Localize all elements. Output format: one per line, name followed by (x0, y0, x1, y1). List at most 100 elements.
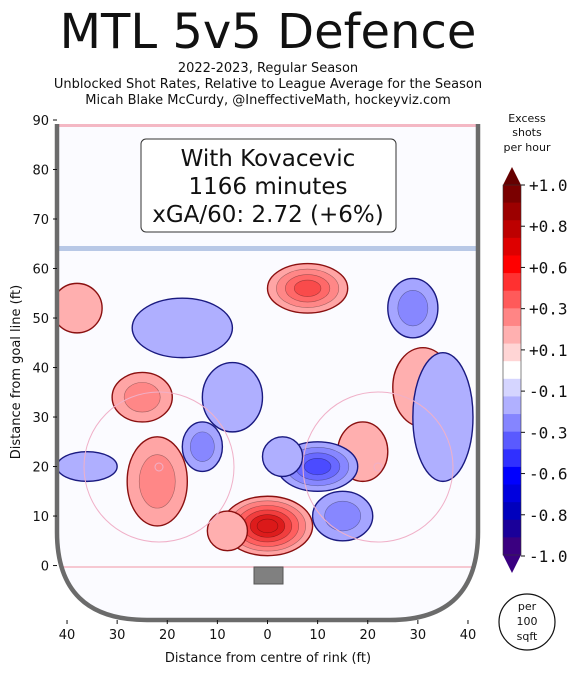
heat-region (412, 351, 474, 483)
colorbar-band (503, 537, 521, 556)
colorbar-tick-label: +0.3 (529, 300, 568, 319)
colorbar-band (503, 502, 521, 521)
colorbar-band (503, 308, 521, 327)
colorbar-band (503, 361, 521, 380)
colorbar-band (503, 202, 521, 221)
heat-contour (397, 289, 429, 327)
faceoff-dot-right (373, 462, 383, 472)
colorbar-tick-label: +0.6 (529, 258, 568, 277)
colorbar-tick-label: +0.1 (529, 341, 568, 360)
unit-badge-line-3: sqft (517, 630, 538, 643)
colorbar-band (503, 414, 521, 433)
x-tick-label: 10 (309, 628, 326, 643)
faceoff-circle-right (302, 391, 454, 543)
x-tick-label: 40 (59, 628, 76, 643)
heat-region (206, 510, 249, 552)
colorbar-band (503, 325, 521, 345)
unit-badge: per 100 sqft (498, 593, 556, 651)
heat-contour (303, 457, 332, 476)
annotation-box: With Kovacevic 1166 minutes xGA/60: 2.72… (140, 138, 397, 233)
y-tick-label: 40 (32, 362, 49, 377)
heat-contour (324, 500, 362, 532)
heat-region (221, 495, 314, 557)
heat-region (266, 262, 349, 314)
chart-title: MTL 5v5 Defence (59, 4, 477, 60)
colorbar-band (503, 343, 521, 362)
x-tick-label: 10 (209, 628, 226, 643)
unit-badge-circle (498, 593, 556, 651)
heat-region (57, 450, 118, 483)
faceoff-dot-left (154, 462, 164, 472)
rink-boards (54, 124, 481, 623)
y-axis-label: Distance from goal line (ft) (9, 285, 24, 459)
x-tick-label: 30 (410, 628, 427, 643)
y-tick-label: 20 (32, 461, 49, 476)
heat-region (387, 277, 439, 339)
colorbar-title-line-2: shots (512, 126, 542, 139)
heatmap-layer (57, 262, 474, 557)
y-tick-label: 0 (41, 560, 49, 575)
colorbar-title-line-1: Excess (508, 112, 546, 125)
y-tick-label: 80 (32, 164, 49, 179)
subtitle-line-season: 2022-2023, Regular Season (177, 61, 359, 76)
heat-contour (57, 282, 103, 334)
colorbar-tick-label: -1.0 (529, 547, 568, 566)
faceoff-circle-left (83, 391, 235, 543)
colorbar-band (503, 484, 521, 503)
subtitle-line-credit: Micah Blake McCurdy, @IneffectiveMath, h… (85, 93, 451, 108)
y-tick-label: 70 (32, 213, 49, 228)
colorbar-band (503, 220, 521, 239)
colorbar-top-arrow (503, 167, 521, 185)
unit-badge-line-1: per (518, 600, 537, 613)
colorbar-outline (502, 184, 522, 556)
chart-subtitle: 2022-2023, Regular Season Unblocked Shot… (0, 61, 536, 109)
colorbar-title-line-3: per hour (504, 141, 551, 154)
x-tick-label: 30 (109, 628, 126, 643)
y-tick-label: 30 (32, 411, 49, 426)
heat-region (111, 371, 173, 423)
colorbar-tick-label: +1.0 (529, 176, 568, 195)
annotation-line-player: With Kovacevic (181, 146, 356, 172)
heat-region (181, 421, 224, 473)
colorbar-band (503, 290, 521, 309)
blue-line (57, 246, 478, 251)
heat-region (131, 297, 234, 359)
heat-region (201, 361, 264, 433)
red-line (57, 124, 478, 127)
annotation-line-xga: xGA/60: 2.72 (+6%) (152, 202, 383, 228)
heat-region (311, 490, 374, 542)
heat-contour (412, 351, 474, 483)
colorbar-bands (502, 167, 522, 573)
colorbar-band (503, 466, 521, 486)
heat-region (261, 436, 304, 478)
colorbar-band (503, 449, 521, 468)
annotation-frame (140, 138, 397, 233)
heat-contour (123, 382, 161, 413)
colorbar-band (503, 396, 521, 415)
subtitle-line-description: Unblocked Shot Rates, Relative to League… (53, 77, 483, 92)
colorbar-band (503, 255, 521, 274)
colorbar-band (503, 519, 521, 538)
heat-contour (256, 518, 279, 534)
colorbar-band (503, 378, 521, 397)
x-tick-label: 20 (359, 628, 376, 643)
colorbar-tick-label: -0.6 (529, 465, 568, 484)
heat-contour (206, 510, 249, 552)
x-axis: 40 30 20 10 0 10 20 30 40 (59, 620, 476, 643)
heat-contour (57, 450, 118, 483)
heat-contour (201, 361, 264, 433)
y-tick-label: 50 (32, 312, 49, 327)
heat-contour (131, 297, 234, 359)
colorbar-band (503, 185, 521, 204)
colorbar-band (503, 237, 521, 256)
x-tick-label: 40 (460, 628, 477, 643)
colorbar-tick-label: -0.3 (529, 423, 568, 442)
heat-region (57, 282, 103, 334)
unit-badge-line-2: 100 (517, 615, 538, 628)
colorbar-tick-label: -0.8 (529, 506, 568, 525)
x-tick-label: 0 (263, 628, 271, 643)
heat-contour (138, 454, 176, 509)
x-axis-label: Distance from centre of rink (ft) (165, 651, 371, 666)
colorbar-tick-label: +0.8 (529, 217, 568, 236)
